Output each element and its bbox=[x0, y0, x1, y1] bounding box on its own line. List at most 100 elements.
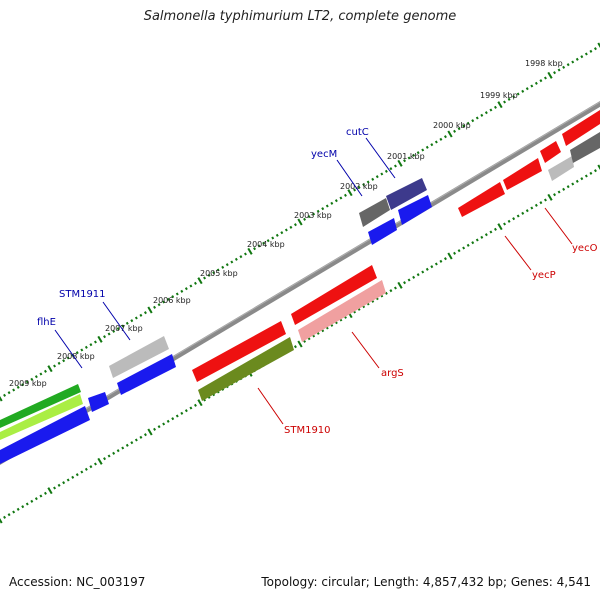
gene-label-flhE[interactable]: flhE bbox=[37, 317, 56, 328]
gene-labels: yecO yecP cutC yecM argS STM1910 STM1911… bbox=[37, 127, 598, 436]
scale-tick bbox=[243, 252, 247, 256]
scale-tick bbox=[7, 391, 11, 395]
scale-tick bbox=[166, 297, 170, 301]
scale-tick bbox=[547, 193, 553, 201]
scale-tick bbox=[397, 159, 403, 167]
scale-tick bbox=[153, 305, 157, 309]
gene-feature-blue[interactable] bbox=[398, 195, 432, 225]
gene-feature-blue[interactable] bbox=[117, 354, 176, 395]
leader-line-cutC bbox=[365, 137, 396, 179]
scale-tick bbox=[39, 372, 43, 376]
scale-tick bbox=[197, 399, 203, 407]
scale-tick bbox=[162, 422, 166, 426]
scale-tick bbox=[84, 467, 88, 471]
scale-tick bbox=[147, 428, 153, 436]
scale-tick bbox=[421, 270, 425, 274]
scale-tick bbox=[184, 409, 188, 413]
scale-tick bbox=[512, 217, 516, 221]
scale-tick bbox=[89, 343, 93, 347]
scale-tick bbox=[221, 265, 225, 269]
leader-line-flhE bbox=[54, 329, 83, 369]
scale-tick bbox=[43, 369, 47, 373]
scale-tick bbox=[0, 396, 3, 402]
gene-feature-gray[interactable] bbox=[548, 156, 574, 181]
scale-tick bbox=[553, 71, 557, 75]
kbp-label: 2001 kbp bbox=[387, 152, 425, 161]
scale-tick bbox=[266, 239, 270, 243]
scale-tick bbox=[503, 222, 507, 226]
gene-feature-olive[interactable] bbox=[198, 337, 294, 401]
scale-tick bbox=[471, 241, 475, 245]
gene-feature-blue[interactable] bbox=[0, 406, 90, 464]
scale-tick bbox=[16, 385, 20, 389]
gene-feature-dark-gray[interactable] bbox=[570, 132, 600, 163]
scale-tick bbox=[247, 247, 253, 255]
scale-tick bbox=[534, 203, 538, 207]
scale-tick bbox=[557, 68, 561, 72]
gene-label-STM1911[interactable]: STM1911 bbox=[59, 289, 106, 300]
gene-feature-pink[interactable] bbox=[298, 280, 386, 342]
scale-tick bbox=[330, 201, 334, 205]
scale-tick bbox=[97, 457, 103, 465]
scale-tick bbox=[297, 218, 303, 226]
scale-tick bbox=[112, 451, 116, 455]
leader-line-STM1910 bbox=[257, 387, 284, 425]
scale-tick bbox=[34, 497, 38, 501]
kbp-scale-labels: 1998 kbp 1999 kbp 2000 kbp 2001 kbp 2002… bbox=[9, 59, 563, 388]
scale-tick bbox=[84, 345, 88, 349]
scale-tick bbox=[0, 518, 3, 524]
scale-tick bbox=[239, 255, 243, 259]
scale-tick bbox=[447, 252, 453, 260]
scale-tick bbox=[503, 100, 507, 104]
gene-feature-gray[interactable] bbox=[109, 336, 169, 378]
scale-tick bbox=[325, 204, 329, 208]
accession-label: Accession: NC_003197 bbox=[9, 575, 146, 589]
scale-tick bbox=[597, 164, 600, 170]
gene-feature-red[interactable] bbox=[562, 110, 600, 146]
scale-tick bbox=[425, 267, 429, 271]
gene-label-argS[interactable]: argS bbox=[381, 368, 404, 379]
scale-tick bbox=[493, 227, 497, 231]
gene-label-STM1910[interactable]: STM1910 bbox=[284, 425, 331, 436]
scale-tick bbox=[466, 121, 470, 125]
gene-feature-blue[interactable] bbox=[88, 392, 109, 412]
scale-tick bbox=[425, 145, 429, 149]
gene-feature-green[interactable] bbox=[0, 384, 81, 428]
scale-tick bbox=[25, 502, 29, 506]
gene-label-yecM[interactable]: yecM bbox=[311, 149, 337, 160]
scale-tick bbox=[521, 89, 525, 93]
gene-label-cutC[interactable]: cutC bbox=[346, 127, 369, 138]
scale-tick bbox=[171, 417, 175, 421]
scale-tick bbox=[412, 275, 416, 279]
kbp-label: 2002 kbp bbox=[340, 182, 378, 191]
scale-tick bbox=[80, 348, 84, 352]
gene-feature-red[interactable] bbox=[192, 321, 286, 382]
gene-feature-red[interactable] bbox=[458, 182, 505, 217]
kbp-label: 2004 kbp bbox=[247, 240, 285, 249]
gene-label-yecO[interactable]: yecO bbox=[572, 243, 598, 254]
map-title: Salmonella typhimurium LT2, complete gen… bbox=[143, 9, 457, 24]
genome-backbone bbox=[0, 101, 600, 465]
scale-tick bbox=[443, 257, 447, 261]
scale-tick bbox=[212, 271, 216, 275]
gene-feature-red[interactable] bbox=[291, 265, 377, 325]
outer-scale-track bbox=[0, 42, 600, 402]
gene-feature-blue[interactable] bbox=[368, 218, 397, 245]
gene-feature-navy[interactable] bbox=[386, 178, 427, 210]
gene-feature-dark-gray[interactable] bbox=[359, 198, 390, 227]
scale-tick bbox=[434, 140, 438, 144]
scale-tick bbox=[175, 292, 179, 296]
scale-tick bbox=[312, 212, 316, 216]
scale-tick bbox=[416, 151, 420, 155]
leader-line-yecO bbox=[544, 207, 573, 245]
scale-tick bbox=[580, 55, 584, 59]
gene-feature-lime[interactable] bbox=[0, 394, 83, 440]
gene-feature-red[interactable] bbox=[503, 158, 542, 190]
gene-label-yecP[interactable]: yecP bbox=[532, 270, 556, 281]
gene-feature-red[interactable] bbox=[540, 141, 561, 163]
scale-tick bbox=[275, 233, 279, 237]
scale-tick bbox=[484, 111, 488, 115]
scale-tick bbox=[180, 289, 184, 293]
scale-tick bbox=[416, 273, 420, 277]
